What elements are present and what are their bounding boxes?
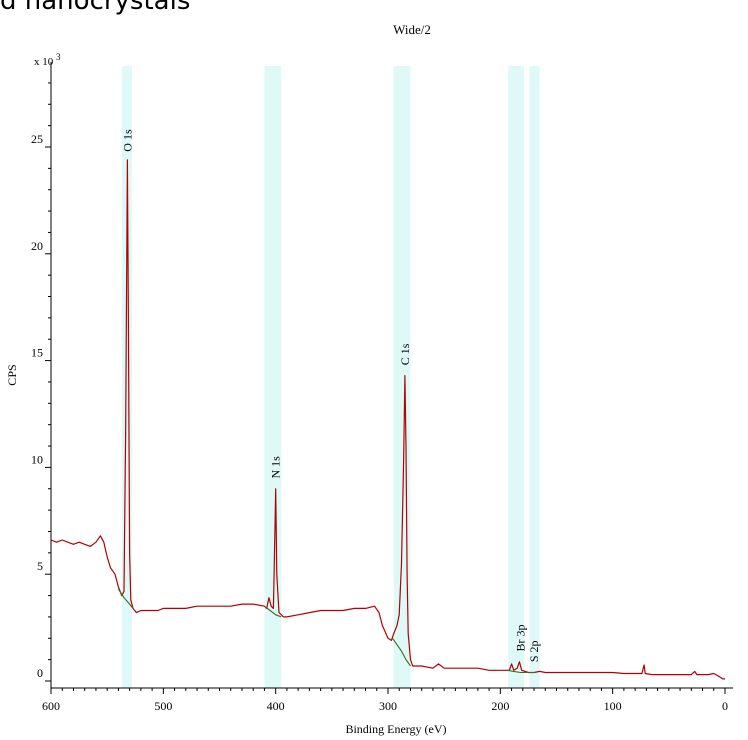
- x-tick-label: 400: [267, 699, 285, 713]
- peak-region-band: [121, 66, 132, 688]
- y-axis-ticks: 0 5 10 15 20 25: [31, 82, 51, 682]
- peak-label: C 1s: [398, 343, 412, 365]
- x-tick-label: 300: [379, 699, 397, 713]
- y-tick-label: 10: [31, 452, 43, 466]
- y-axis-label: CPS: [5, 364, 19, 385]
- y-tick-label: 25: [31, 132, 43, 146]
- peak-label: O 1s: [120, 129, 134, 152]
- peak-label: Br 3p: [514, 625, 528, 652]
- peak-region-band: [508, 66, 524, 688]
- y-tick-label: 0: [37, 666, 43, 680]
- chart-title: Wide/2: [393, 22, 431, 37]
- spectrum-line: [50, 159, 725, 680]
- x-tick-label: 100: [604, 699, 622, 713]
- peak-labels: O 1s N 1s C 1s Br 3p S 2p: [120, 129, 541, 662]
- x-tick-label: 500: [154, 699, 172, 713]
- y-multiplier-base: x 10: [34, 56, 54, 68]
- x-axis-label: Binding Energy (eV): [345, 722, 446, 736]
- peak-regions: [121, 66, 540, 688]
- x-tick-label: 200: [491, 699, 509, 713]
- background-line: [264, 605, 282, 618]
- y-tick-label: 15: [31, 346, 43, 360]
- y-multiplier-exponent: 3: [56, 52, 61, 62]
- background-line: [392, 637, 411, 667]
- background-line: [507, 669, 537, 674]
- x-tick-label: 600: [42, 699, 60, 713]
- y-tick-label: 20: [31, 239, 43, 253]
- clipped-figure-title: d nanocrystals: [0, 0, 191, 16]
- background-line: [117, 588, 134, 609]
- x-axis-ticks: 600 500 400 300 200 100 0: [42, 688, 728, 713]
- spectrum-series: [50, 159, 725, 680]
- y-tick-label: 5: [37, 559, 43, 573]
- peak-label: N 1s: [269, 456, 283, 479]
- peak-region-band: [264, 66, 282, 688]
- y-multiplier: x 10 3: [34, 52, 61, 68]
- x-tick-label: 0: [722, 699, 728, 713]
- peak-region-band: [529, 66, 540, 688]
- peak-label: S 2p: [527, 640, 541, 662]
